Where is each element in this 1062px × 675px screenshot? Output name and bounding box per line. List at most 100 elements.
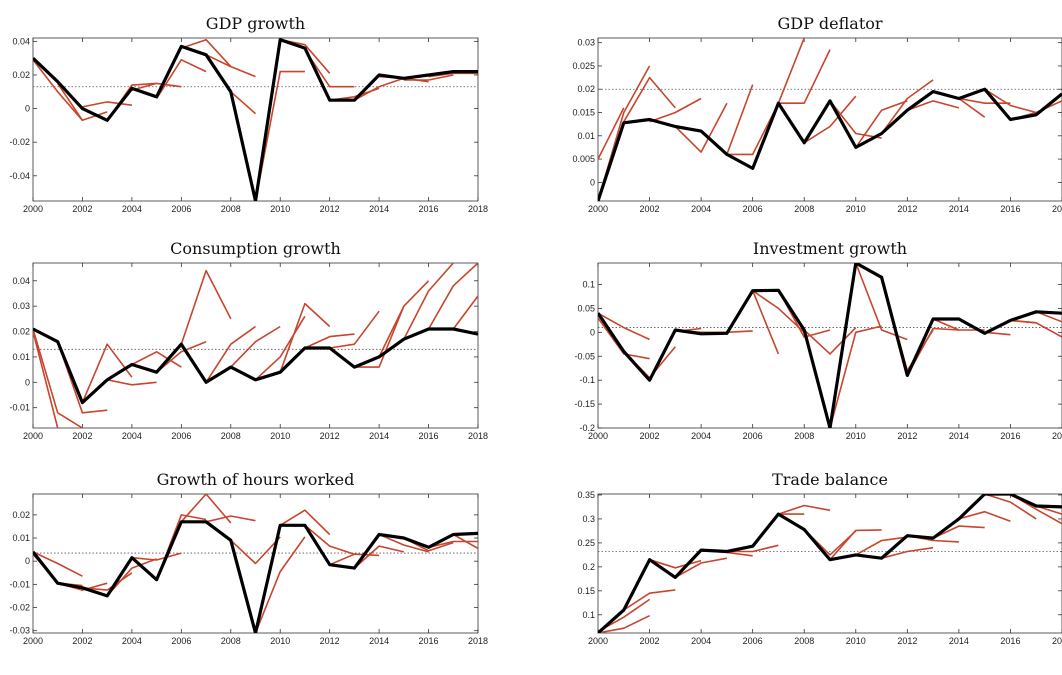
hours-worked-growth-vintage-line bbox=[230, 536, 281, 565]
investment-growth-vintage-line bbox=[648, 327, 702, 381]
trade-balance-ytick-label: 0.3 bbox=[582, 514, 595, 524]
trade-balance-vintage-line bbox=[829, 529, 882, 561]
gdp-deflator-vintage-line bbox=[598, 107, 625, 160]
gdp-deflator-xtick-label: 2012 bbox=[897, 204, 917, 214]
gdp-deflator-xtick-label: 2002 bbox=[640, 204, 660, 214]
hours-worked-growth-vintage-line bbox=[205, 515, 256, 523]
trade-balance-vintage-line bbox=[881, 546, 934, 559]
investment-growth-vintage-line bbox=[829, 325, 882, 428]
investment-growth-xtick-label: 2006 bbox=[743, 431, 763, 441]
gdp-deflator-vintage-line bbox=[855, 100, 908, 148]
hours-worked-growth-vintage-line bbox=[106, 558, 157, 597]
investment-growth-ytick-label: -0.15 bbox=[574, 399, 595, 409]
investment-growth-vintage-line bbox=[752, 290, 805, 333]
investment-growth-actual-line bbox=[598, 263, 1062, 428]
hours-worked-growth-xtick-label: 2014 bbox=[369, 636, 389, 646]
investment-growth-xtick-label: 2018 bbox=[1052, 431, 1062, 441]
gdp-growth-actual-line bbox=[33, 38, 478, 201]
consumption-growth-vintage-line bbox=[107, 379, 157, 386]
hours-worked-growth-vintage-line bbox=[33, 551, 83, 577]
investment-growth-vintage-line bbox=[1010, 319, 1062, 338]
gdp-growth-xtick-label: 2000 bbox=[23, 204, 43, 214]
gdp-growth-vintage-line bbox=[155, 58, 207, 99]
investment-growth-xtick-label: 2016 bbox=[1000, 431, 1020, 441]
consumption-growth-vintage-line bbox=[254, 315, 306, 381]
gdp-deflator-xtick-label: 2018 bbox=[1052, 204, 1062, 214]
trade-balance-ytick-label: 0.35 bbox=[577, 490, 595, 500]
trade-balance-vintage-line bbox=[598, 614, 650, 633]
consumption-growth-vintage-line bbox=[33, 328, 83, 428]
trade-balance-xtick-label: 2000 bbox=[588, 636, 608, 646]
hours-worked-growth-xtick-label: 2018 bbox=[468, 636, 488, 646]
hours-worked-growth-xtick-label: 2006 bbox=[171, 636, 191, 646]
trade-balance-xtick-label: 2006 bbox=[743, 636, 763, 646]
consumption-growth-vintage-line bbox=[452, 295, 478, 330]
hours-worked-growth-panel: Growth of hours worked 2000 2002 2004 2006 20… bbox=[9, 470, 488, 646]
investment-growth-ytick-label: -0.2 bbox=[579, 423, 595, 433]
gdp-growth-xtick-label: 2018 bbox=[468, 204, 488, 214]
consumption-growth-xtick-label: 2000 bbox=[23, 431, 43, 441]
consumption-growth-ytick-label: -0.01 bbox=[9, 403, 30, 413]
consumption-growth-actual-line bbox=[33, 327, 478, 405]
gdp-growth-frame bbox=[32, 37, 479, 202]
gdp-growth-xtick-label: 2010 bbox=[270, 204, 290, 214]
trade-balance-vintage-line bbox=[649, 558, 702, 569]
gdp-deflator-ytick-label: 0.01 bbox=[577, 131, 595, 141]
consumption-growth-xtick-label: 2008 bbox=[221, 431, 241, 441]
gdp-growth-xtick-label: 2006 bbox=[171, 204, 191, 214]
consumption-growth-ytick-label: 0.01 bbox=[12, 352, 30, 362]
trade-balance-xtick-label: 2008 bbox=[794, 636, 814, 646]
gdp-growth-title: GDP growth bbox=[206, 14, 305, 33]
consumption-growth-vintage-line bbox=[205, 325, 256, 383]
hours-worked-growth-xtick-label: 2002 bbox=[72, 636, 92, 646]
gdp-growth-xtick-label: 2008 bbox=[221, 204, 241, 214]
consumption-growth-xtick-label: 2014 bbox=[369, 431, 389, 441]
investment-growth-vintage-line bbox=[598, 312, 650, 341]
consumption-growth-vintage-line bbox=[354, 305, 405, 368]
gdp-deflator-vintage-line bbox=[649, 97, 702, 123]
trade-balance-vintage-line bbox=[674, 557, 728, 579]
consumption-growth-xtick-label: 2012 bbox=[320, 431, 340, 441]
hours-worked-growth-vintage-line bbox=[353, 545, 404, 569]
consumption-growth-xtick-label: 2016 bbox=[419, 431, 439, 441]
investment-growth-ytick-label: 0.05 bbox=[577, 303, 595, 313]
investment-growth-xtick-label: 2000 bbox=[588, 431, 608, 441]
hours-worked-growth-ytick-label: -0.01 bbox=[9, 579, 30, 589]
consumption-growth-xtick-label: 2002 bbox=[72, 431, 92, 441]
gdp-deflator-ytick-label: 0.015 bbox=[572, 108, 595, 118]
investment-growth-xtick-label: 2014 bbox=[949, 431, 969, 441]
gdp-deflator-xtick-label: 2004 bbox=[691, 204, 711, 214]
gdp-deflator-vintage-line bbox=[907, 100, 960, 111]
trade-balance-xtick-label: 2018 bbox=[1052, 636, 1062, 646]
gdp-deflator-vintage-line bbox=[829, 100, 882, 139]
consumption-growth-vintage-line bbox=[304, 333, 355, 349]
gdp-deflator-actual-line bbox=[598, 87, 1062, 201]
trade-balance-vintage-line bbox=[958, 510, 1011, 523]
gdp-deflator-vintage-line bbox=[726, 102, 780, 156]
consumption-growth-vintage-line bbox=[378, 280, 430, 358]
hours-worked-growth-plot-area bbox=[33, 494, 478, 633]
investment-growth-title: Investment growth bbox=[753, 239, 907, 258]
gdp-deflator-title: GDP deflator bbox=[777, 14, 882, 33]
hours-worked-growth-vintage-line bbox=[428, 540, 478, 549]
gdp-deflator-xtick-label: 2000 bbox=[588, 204, 608, 214]
consumption-growth-xtick-label: 2010 bbox=[270, 431, 290, 441]
investment-growth-xtick-label: 2010 bbox=[846, 431, 866, 441]
investment-growth-xtick-label: 2008 bbox=[794, 431, 814, 441]
trade-balance-ytick-label: 0.15 bbox=[577, 586, 595, 596]
gdp-growth-vintage-line bbox=[33, 59, 84, 121]
gdp-growth-vintage-line bbox=[280, 38, 331, 74]
trade-balance-vintage-line bbox=[752, 513, 805, 547]
investment-growth-ytick-label: 0 bbox=[590, 327, 595, 337]
consumption-growth-ytick-label: 0.03 bbox=[12, 301, 30, 311]
gdp-growth-ytick-label: -0.02 bbox=[9, 137, 30, 147]
gdp-growth-xtick-label: 2016 bbox=[419, 204, 439, 214]
investment-growth-vintage-line bbox=[906, 327, 959, 376]
hours-worked-growth-xtick-label: 2008 bbox=[221, 636, 241, 646]
gdp-growth-vintage-line bbox=[131, 82, 182, 91]
gdp-deflator-xtick-label: 2010 bbox=[846, 204, 866, 214]
trade-balance-ytick-label: 0.2 bbox=[582, 562, 595, 572]
trade-balance-vintage-line bbox=[984, 494, 1037, 520]
hours-worked-growth-xtick-label: 2010 bbox=[270, 636, 290, 646]
gdp-growth-panel: GDP growth 2000 2002 2004 2006 2008 2010 2012 20… bbox=[9, 14, 488, 214]
